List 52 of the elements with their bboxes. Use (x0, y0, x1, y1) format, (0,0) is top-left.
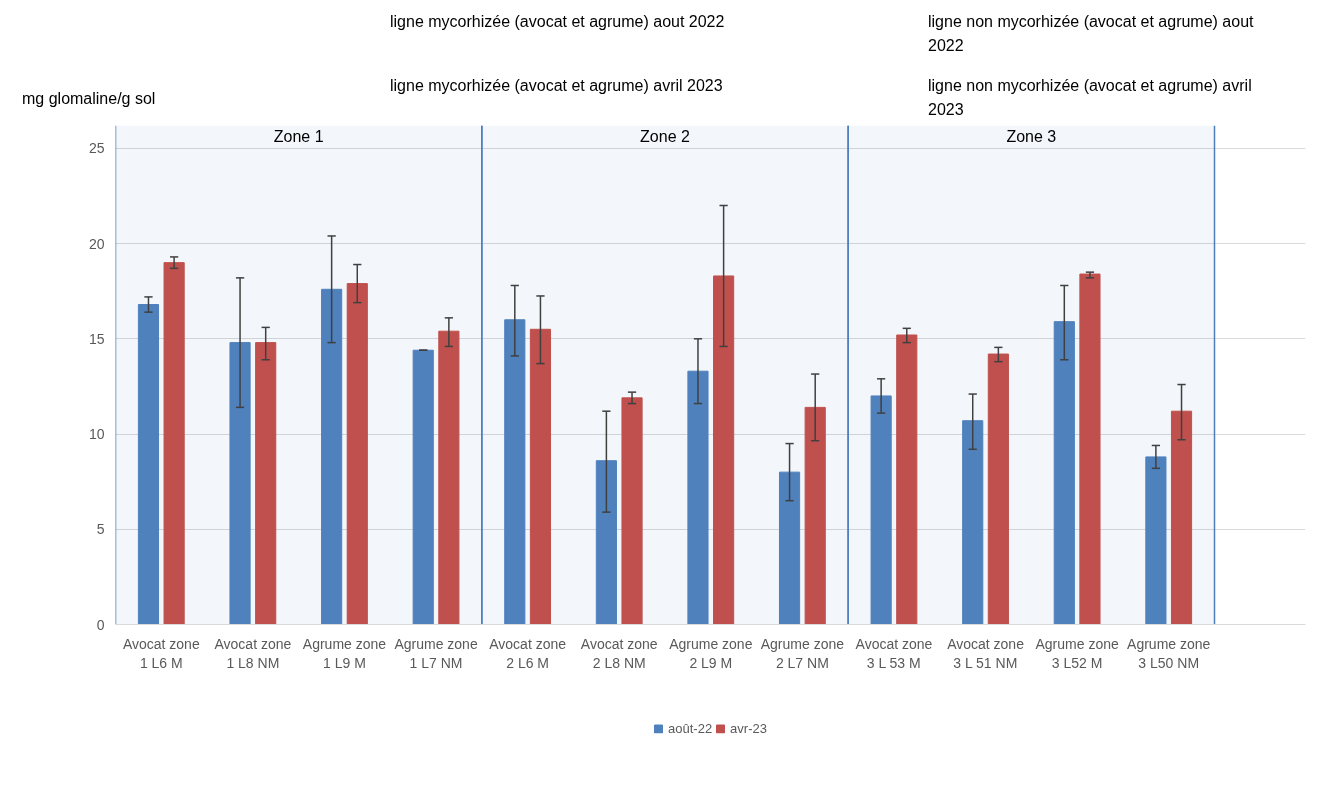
y-tick-label: 0 (96, 616, 105, 633)
x-tick-label: Agrume zone 2 L7 NM (760, 635, 845, 671)
band-label: Zone 1 (273, 128, 324, 146)
y-tick-label: 25 (88, 140, 105, 157)
x-tick-label: Agrume zone 2 L9 M (669, 635, 753, 671)
x-tick-label: Avocat zone 1 L8 NM (214, 635, 292, 671)
y-tick-label: 10 (88, 426, 105, 443)
band-label: Zone 2 (640, 128, 691, 146)
bar (778, 471, 801, 625)
legend-label: août-22 (668, 720, 713, 736)
legend-label: avr-23 (730, 720, 767, 736)
bar (713, 275, 735, 625)
y-tick-label: 5 (96, 521, 105, 538)
bar (504, 319, 526, 625)
bar (804, 406, 826, 625)
bar (987, 353, 1009, 625)
y-tick-label: 15 (88, 330, 105, 347)
bar (255, 342, 277, 625)
bar (321, 288, 343, 625)
x-tick-label: Avocat zone 2 L6 M (489, 635, 567, 671)
x-tick-label: Agrume zone 3 L50 NM (1127, 635, 1211, 671)
bar (163, 262, 185, 625)
bar (687, 370, 709, 625)
text: ligne non mycorhizée (avocat et agrume) aout 2022 (928, 12, 1255, 56)
bar (1079, 273, 1101, 625)
band-label: Zone 3 (1006, 128, 1057, 146)
x-tick-label: Agrume zone 3 L52 M (1035, 635, 1119, 671)
y-tick-label: 20 (88, 235, 105, 252)
bar (529, 328, 552, 625)
bar (595, 460, 617, 625)
x-tick-label: Avocat zone 1 L6 M (122, 635, 200, 671)
bar (621, 397, 643, 625)
bar (1170, 410, 1193, 625)
bar (870, 395, 892, 625)
bar (1053, 321, 1075, 625)
x-tick-label: Avocat zone 2 L8 NM (580, 635, 658, 671)
bar (229, 342, 251, 625)
y-axis-title: mg glomaline/g sol (22, 89, 156, 109)
x-tick-label: Agrume zone 1 L9 M (302, 635, 387, 671)
bar (1145, 456, 1167, 625)
text: ligne mycorhizée (avocat et agrume) avril 2023 (390, 76, 724, 96)
bar (962, 420, 984, 625)
bar (137, 304, 160, 625)
text: ligne mycorhizée (avocat et agrume) aout 2022 (390, 12, 726, 32)
x-tick-label: Avocat zone 3 L 53 M (855, 635, 933, 671)
bar (438, 330, 460, 625)
x-tick-label: Avocat zone 3 L 51 NM (947, 635, 1025, 671)
bar (896, 334, 918, 625)
text: ligne non mycorhizée (avocat et agrume) avril 2023 (928, 76, 1253, 120)
bar (346, 283, 368, 625)
bar (412, 349, 434, 625)
x-tick-label: Agrume zone 1 L7 NM (394, 635, 478, 671)
